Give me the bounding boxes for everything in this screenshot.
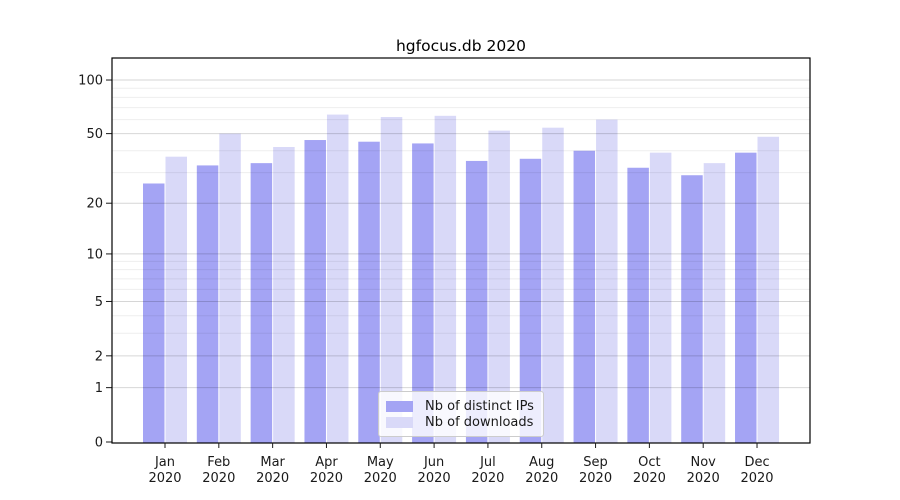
- bar-downloads-jul: [488, 130, 510, 444]
- x-axis-tick-label-month: Nov: [691, 455, 717, 470]
- bar-distinct-ips-aug: [519, 158, 542, 443]
- y-axis-tick-label: 50: [86, 127, 103, 142]
- y-axis-tick-label: 2: [95, 349, 103, 364]
- bar-distinct-ips-apr: [304, 140, 326, 444]
- bar-distinct-ips-jun: [412, 143, 434, 444]
- bar-downloads-oct: [649, 152, 672, 443]
- bar-distinct-ips-feb: [196, 165, 219, 443]
- x-axis-tick-label-year: 2020: [687, 471, 720, 486]
- x-axis-tick-label-month: Sep: [583, 455, 608, 470]
- x-axis-tick-label-month: Feb: [207, 455, 230, 470]
- x-axis-tick-label-month: Jul: [479, 455, 496, 470]
- x-axis-tick-label-month: Oct: [638, 455, 660, 470]
- bar-distinct-ips-dec: [735, 152, 757, 443]
- bar-distinct-ips-jul: [465, 160, 488, 443]
- x-axis-tick-label-year: 2020: [418, 471, 451, 486]
- y-axis-tick-label: 5: [95, 295, 103, 310]
- bar-distinct-ips-mar: [250, 163, 273, 444]
- bar-downloads-apr: [326, 114, 349, 444]
- legend-item-distinct-ips: Nb of distinct IPs: [386, 400, 537, 413]
- bar-distinct-ips-nov: [681, 175, 703, 443]
- bar-downloads-nov: [703, 163, 726, 444]
- bar-downloads-sep: [596, 119, 618, 444]
- legend-item-downloads: Nb of downloads: [386, 416, 537, 429]
- chart-title: hgfocus.db 2020: [396, 37, 526, 55]
- legend-label-downloads: Nb of downloads: [425, 414, 534, 430]
- x-axis-tick-label-month: Jan: [154, 455, 175, 470]
- y-axis-tick-label: 20: [86, 197, 103, 212]
- x-axis-tick-label-year: 2020: [256, 471, 289, 486]
- legend: Nb of distinct IPs Nb of downloads: [378, 391, 544, 437]
- bar-distinct-ips-sep: [573, 150, 596, 443]
- x-axis-tick-label-year: 2020: [525, 471, 558, 486]
- x-axis-tick-label-month: May: [367, 455, 394, 470]
- bar-distinct-ips-oct: [627, 167, 649, 443]
- x-axis-tick-label-month: Mar: [260, 455, 285, 470]
- bar-downloads-jan: [165, 156, 187, 443]
- x-axis-tick-label-month: Jun: [423, 455, 444, 470]
- bar-downloads-dec: [757, 136, 780, 443]
- bar-downloads-mar: [273, 146, 295, 443]
- x-axis-tick-label-year: 2020: [579, 471, 612, 486]
- bar-distinct-ips-jan: [143, 183, 165, 443]
- bar-downloads-feb: [219, 133, 241, 443]
- bar-downloads-aug: [542, 127, 564, 444]
- x-axis-tick-label-month: Apr: [315, 455, 338, 470]
- y-axis-tick-label: 0: [95, 436, 103, 451]
- x-axis-tick-label-year: 2020: [471, 471, 504, 486]
- legend-swatch-downloads-icon: [386, 416, 413, 428]
- plot-frame: [111, 57, 811, 444]
- x-axis-tick-label-month: Dec: [744, 455, 769, 470]
- bar-distinct-ips-may: [358, 141, 380, 443]
- y-axis-tick-label: 1: [95, 381, 103, 396]
- x-axis-tick-label-year: 2020: [310, 471, 343, 486]
- x-axis-tick-label-year: 2020: [633, 471, 666, 486]
- y-axis-tick-label: 10: [86, 247, 103, 262]
- x-axis-tick-label-year: 2020: [740, 471, 773, 486]
- y-axis-tick-label: 100: [78, 74, 103, 89]
- x-axis-tick-label-year: 2020: [148, 471, 181, 486]
- x-axis-tick-label-month: Aug: [529, 455, 554, 470]
- bar-downloads-may: [380, 117, 403, 443]
- legend-swatch-distinct-ips-icon: [386, 400, 413, 412]
- legend-label-distinct-ips: Nb of distinct IPs: [425, 398, 534, 414]
- x-axis-tick-label-year: 2020: [364, 471, 397, 486]
- bar-downloads-jun: [434, 115, 457, 443]
- x-axis-tick-label-year: 2020: [202, 471, 235, 486]
